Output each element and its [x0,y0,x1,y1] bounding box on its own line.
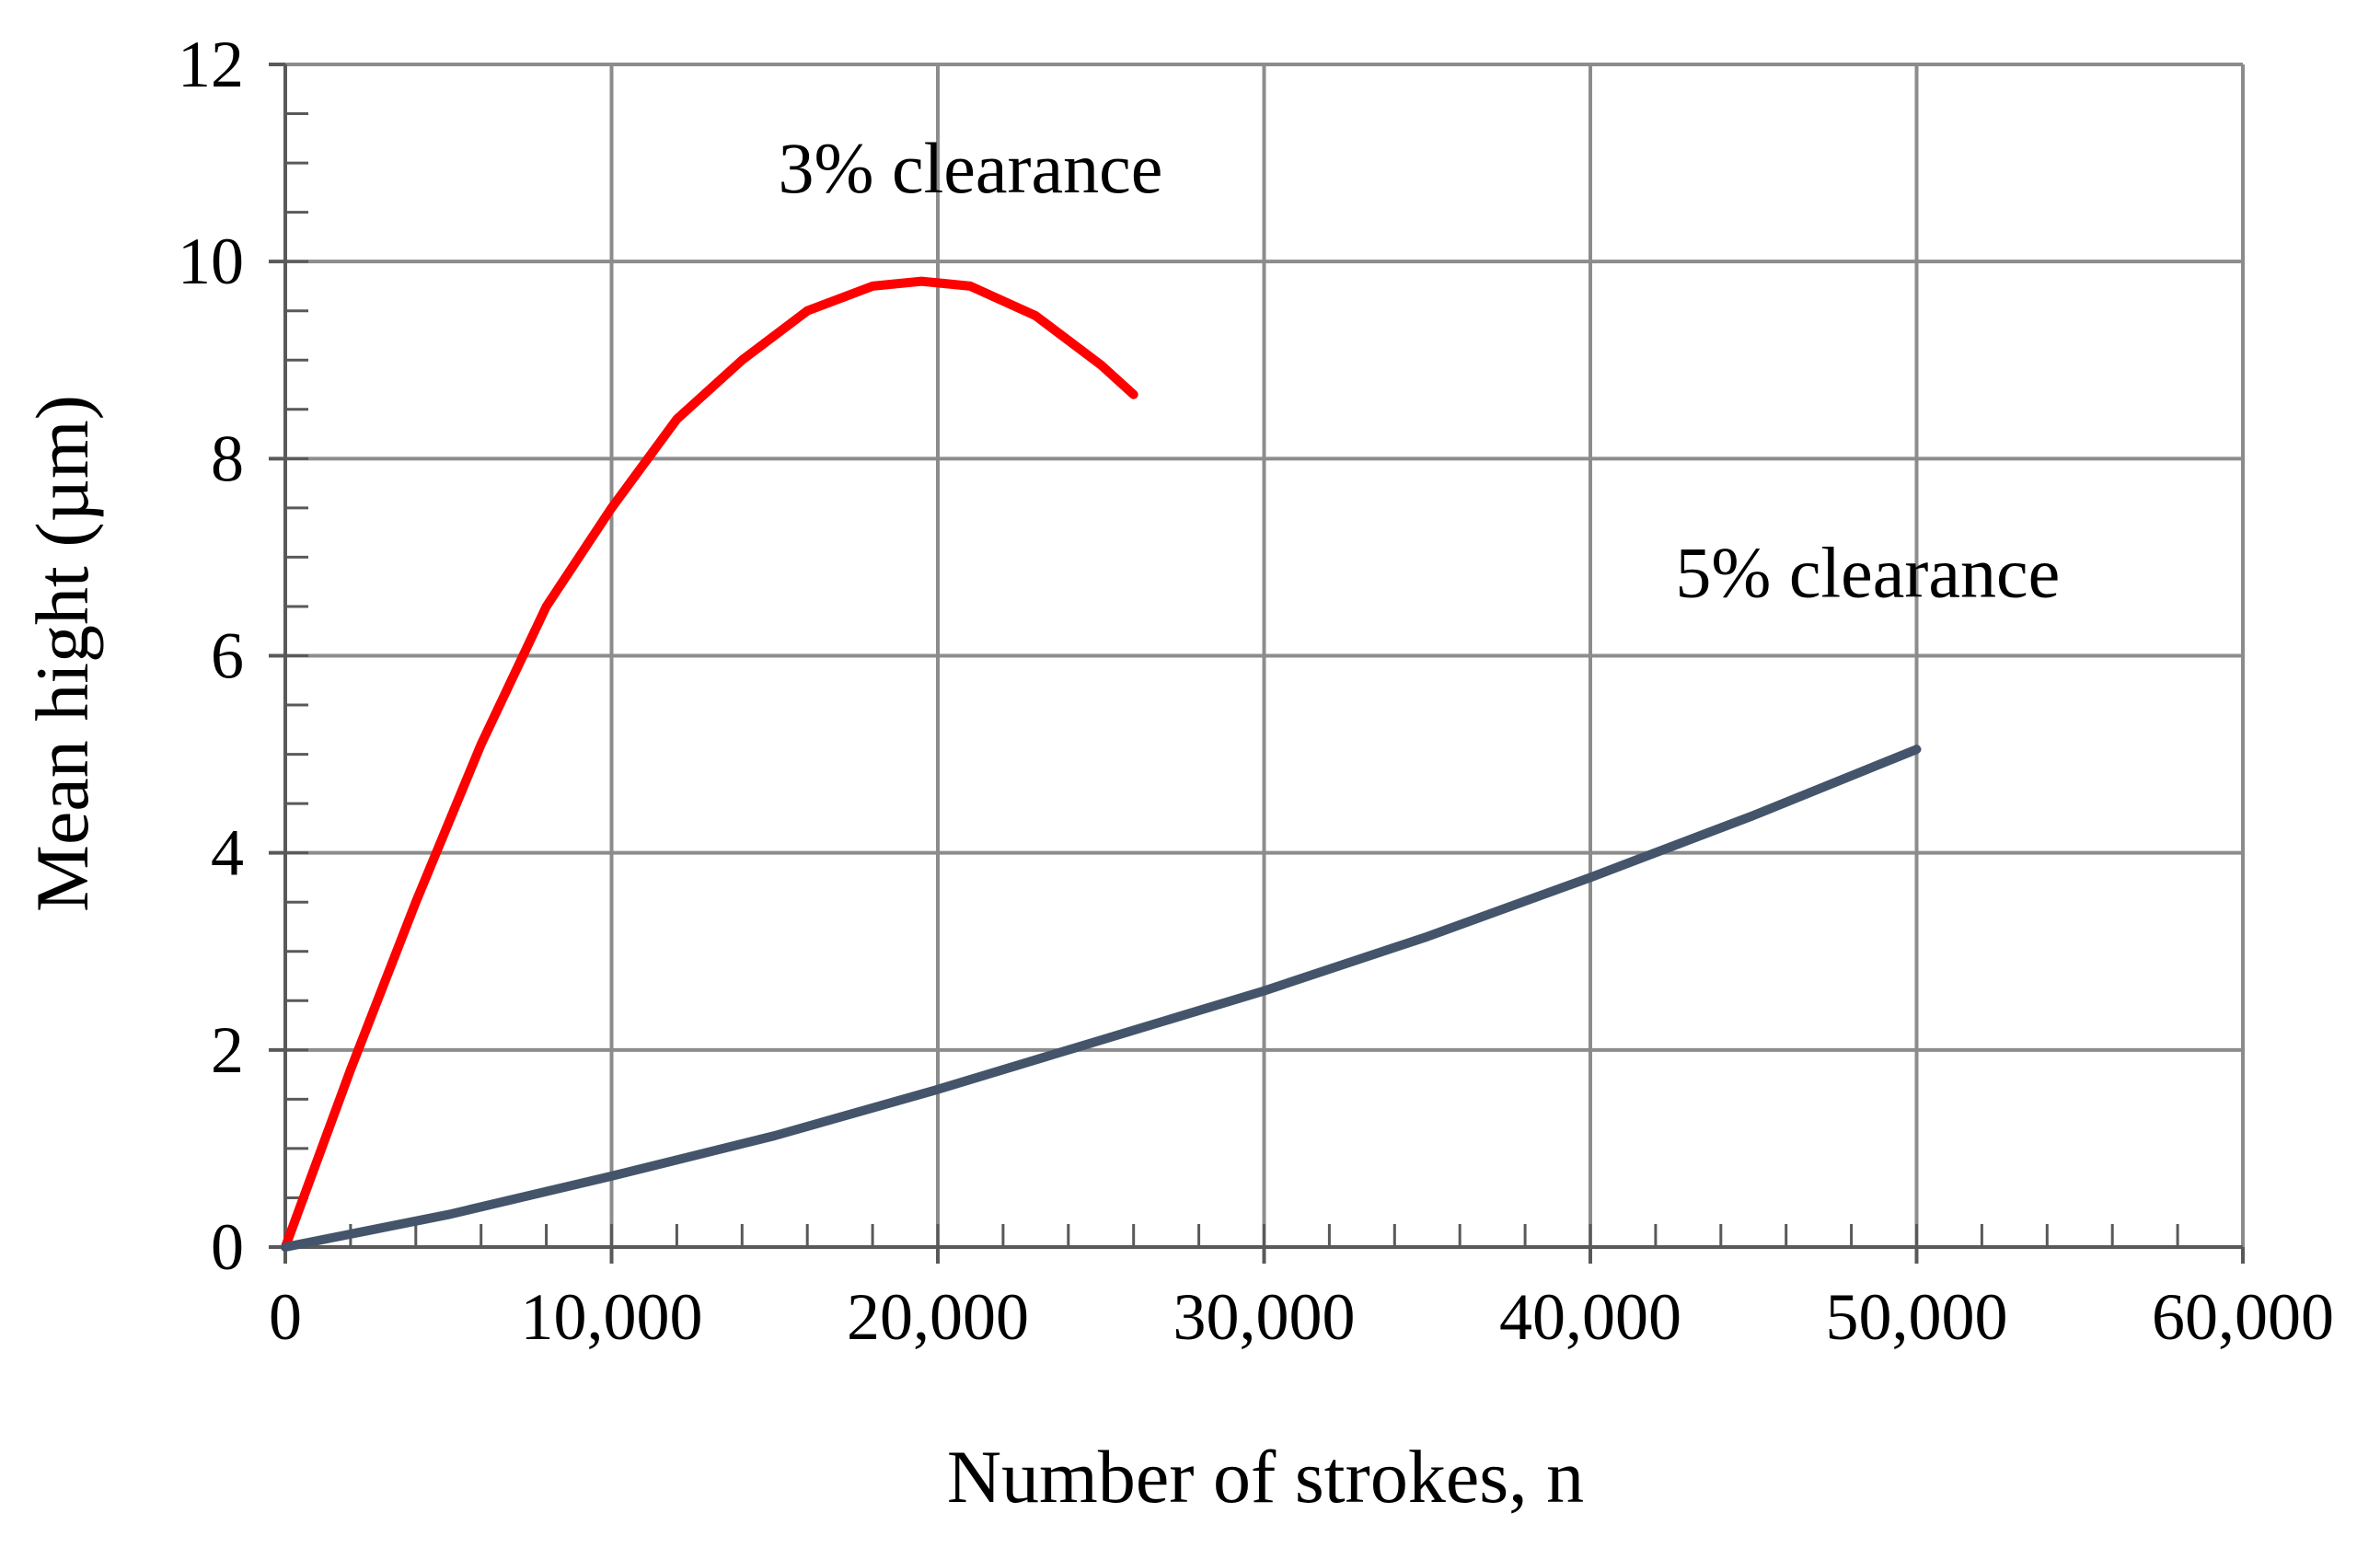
y-tick-label: 0 [211,1210,244,1284]
data-series [281,276,1922,1252]
series-annotation: 5% clearance [1675,532,2060,612]
minor-ticks [285,112,2179,1247]
series-line [281,745,1922,1252]
x-tick-label: 30,000 [1173,1280,1356,1354]
series-line [281,276,1138,1252]
x-axis-title: Number of strokes, n [947,1435,1584,1519]
x-tick-label: 60,000 [2152,1280,2334,1354]
y-tick-label: 4 [211,816,244,890]
y-tick-label: 10 [178,225,244,298]
annotations: 3% clearance 5% clearance [779,128,2061,612]
x-tick-label: 40,000 [1499,1280,1681,1354]
x-tick-label: 0 [269,1280,302,1354]
y-tick-label: 12 [178,28,244,101]
y-axis-title: Mean hight (µm) [20,395,104,912]
y-tick-label: 6 [211,619,244,693]
x-tick-label: 50,000 [1826,1280,2008,1354]
tick-labels: 0 10,000 20,000 30,000 40,000 50,000 60,000 0 2 4… [178,28,2334,1354]
axes [269,63,2245,1264]
gridlines [285,63,2245,1247]
y-tick-label: 8 [211,422,244,495]
series-annotation: 3% clearance [779,128,1163,208]
y-tick-label: 2 [211,1013,244,1087]
x-tick-label: 10,000 [521,1280,703,1354]
x-tick-label: 20,000 [847,1280,1029,1354]
